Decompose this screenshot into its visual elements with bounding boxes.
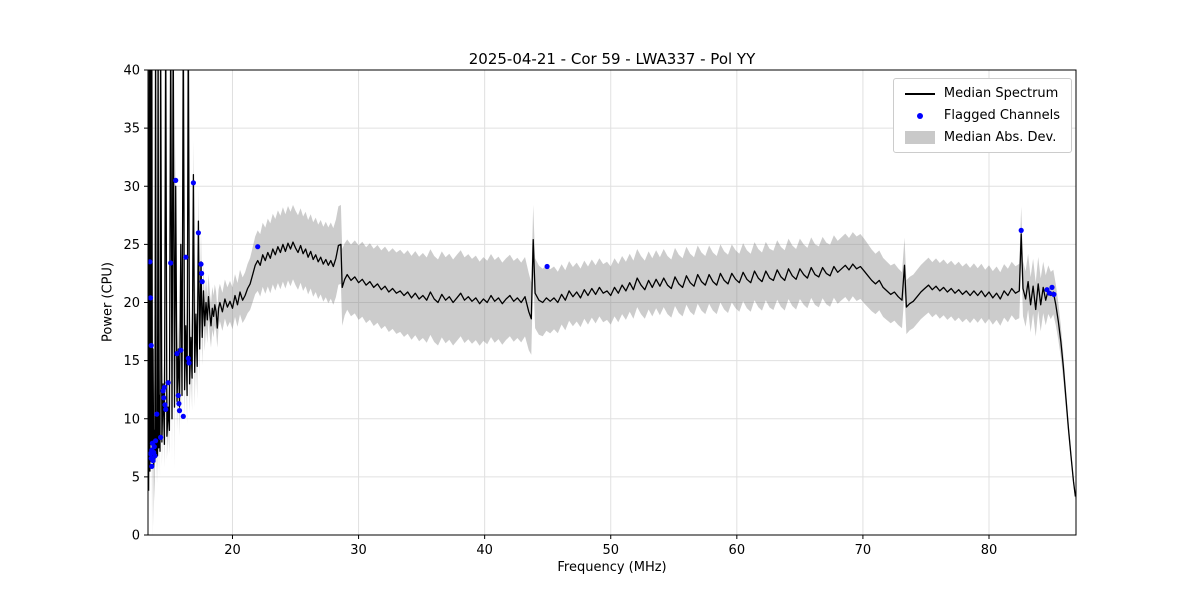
flagged-channel-point [185,355,191,361]
flagged-channel-point [255,244,261,250]
flagged-channel-point [1051,291,1057,297]
dot-swatch-icon [905,109,935,123]
y-tick-label: 20 [123,296,140,311]
flagged-channel-point [163,406,169,412]
median-spectrum-line [148,70,1076,497]
flagged-channel-point [150,458,156,464]
x-tick-label: 20 [224,543,241,558]
x-tick-label: 30 [350,543,367,558]
flagged-channel-point [1018,227,1024,233]
y-tick-label: 0 [132,529,140,544]
flagged-channel-point [148,259,153,265]
line-swatch-icon [904,87,935,101]
legend-label: Median Spectrum [943,86,1059,101]
legend-entry-median-abs-dev: Median Abs. Dev. [904,130,1060,145]
y-tick-label: 35 [123,122,140,137]
legend-label: Flagged Channels [943,108,1060,123]
flagged-channel-point [176,401,182,407]
patch-swatch-icon [904,131,935,145]
chart-title: 2025-04-21 - Cor 59 - LWA337 - Pol YY [468,50,756,68]
flagged-channel-point [161,384,167,390]
flagged-channel-point [151,444,157,450]
x-tick-label: 70 [855,543,872,558]
x-tick-label: 40 [476,543,493,558]
flagged-channel-point [154,411,160,417]
flagged-channel-point [183,254,189,260]
flagged-channel-point [199,279,205,285]
y-tick-label: 30 [123,180,140,195]
flagged-channel-point [195,230,201,236]
flagged-channel-point [162,402,168,408]
flagged-channel-point [178,347,184,353]
flagged-channel-point [152,453,158,459]
legend-entry-median-spectrum: Median Spectrum [904,86,1060,101]
legend-label: Median Abs. Dev. [943,130,1057,145]
flagged-channel-point [176,408,183,414]
flagged-channel-point [173,177,179,183]
y-tick-label: 25 [123,238,140,253]
flagged-channel-point [1046,290,1053,296]
x-tick-label: 50 [602,543,619,558]
flagged-channel-point [174,351,180,357]
flagged-channel-point [168,260,174,266]
flagged-channel-point [158,434,164,440]
flagged-channel-point [1049,284,1055,290]
flagged-channel-point [175,392,181,399]
flagged-channel-point [149,463,155,469]
legend: Median Spectrum Flagged Channels Median … [892,78,1072,153]
flagged-channel-point [190,180,196,186]
x-tick-label: 60 [729,543,746,558]
median-abs-dev-band [148,70,1076,535]
flagged-channel-point [148,295,154,301]
flagged-channel-point [198,261,204,267]
flagged-channel-point [186,360,192,366]
x-tick-label: 80 [981,543,998,558]
x-axis-label: Frequency (MHz) [557,560,667,575]
flagged-channel-point [153,438,159,444]
y-tick-label: 15 [123,354,140,369]
y-tick-label: 40 [123,64,140,79]
flagged-channel-point [161,395,167,401]
legend-entry-flagged-channels: Flagged Channels [905,108,1060,123]
y-tick-label: 5 [132,470,140,485]
flagged-channel-point [199,270,205,276]
flagged-channel-point [544,263,550,270]
flagged-channel-point [165,380,171,386]
y-tick-label: 10 [123,412,140,427]
flagged-channel-point [148,342,154,349]
flagged-channel-point [180,413,186,419]
